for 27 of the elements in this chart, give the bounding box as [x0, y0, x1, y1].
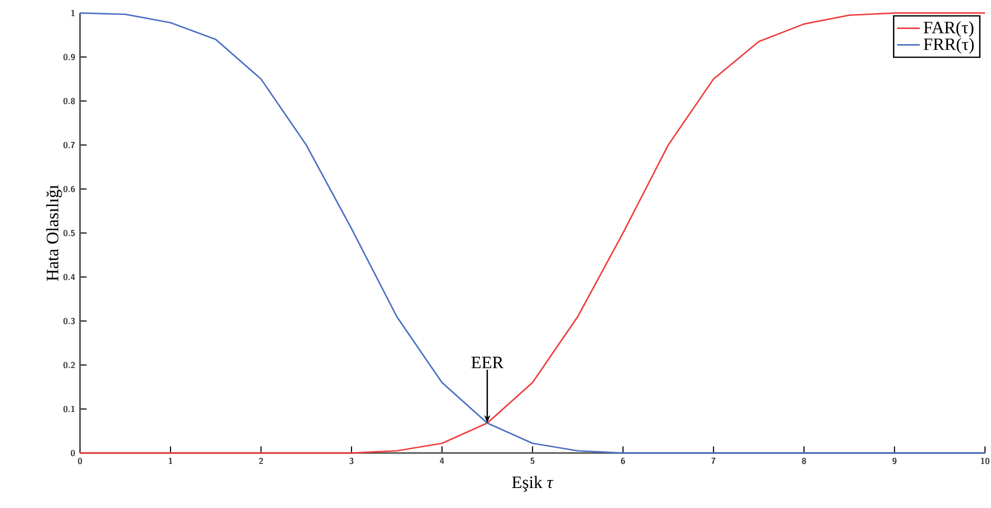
y-tick-label: 0.5 — [63, 230, 75, 236]
legend-label: FAR(τ) — [924, 21, 974, 37]
y-tick-label: 0.4 — [63, 274, 76, 280]
y-tick-label: 1 — [71, 10, 75, 16]
legend-label: FRR(τ) — [924, 38, 974, 54]
y-tick-label: 0.8 — [63, 98, 75, 104]
x-tick-label: 7 — [712, 458, 716, 464]
y-tick-label: 0.7 — [63, 142, 75, 148]
x-tick-label: 1 — [168, 458, 172, 464]
y-tick-label: 0 — [70, 450, 75, 456]
x-tick-label: 8 — [802, 458, 806, 464]
y-axis-title: Hata Olasılığı — [46, 184, 62, 281]
x-tick-label: 9 — [892, 458, 896, 464]
x-tick-label: 10 — [980, 458, 990, 464]
y-tick-label: 0.1 — [63, 406, 75, 412]
y-tick-label: 0.3 — [63, 318, 75, 324]
x-tick-label: 5 — [530, 458, 534, 464]
x-tick-label: 0 — [78, 458, 82, 464]
y-tick-label: 0.6 — [63, 186, 75, 192]
annotation: EER — [471, 356, 504, 368]
x-axis-title: Eşik τ — [512, 476, 554, 492]
x-tick-label: 3 — [350, 458, 354, 464]
x-tick-label: 6 — [621, 458, 625, 464]
x-tick-label: 4 — [440, 458, 444, 464]
x-tick-label: 2 — [259, 458, 263, 464]
y-tick-label: 0.9 — [63, 54, 75, 60]
y-tick-label: 0.2 — [63, 362, 75, 368]
